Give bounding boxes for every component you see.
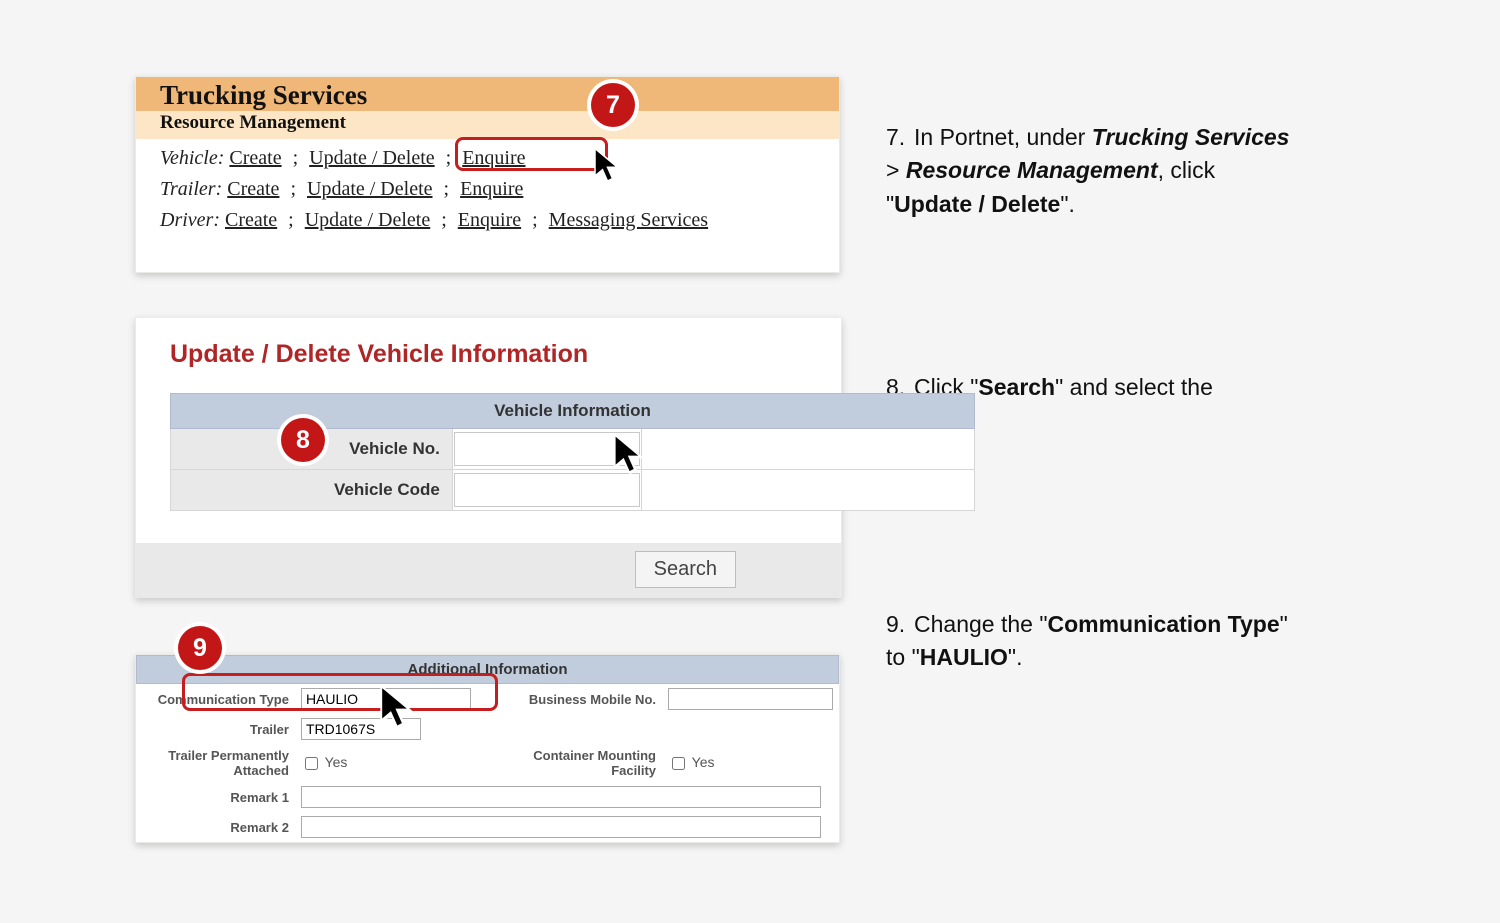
input-vehicle-code[interactable] [454,473,640,507]
checkbox-cmf[interactable] [672,757,685,770]
panel-additional-info: Additional Information Communication Typ… [135,654,840,843]
link-vehicle-create[interactable]: Create [229,147,281,169]
label-yes-2: Yes [692,754,715,770]
link-driver-enquire[interactable]: Enquire [458,209,521,231]
label-comm-type: Communication Type [136,684,295,714]
panel1-subtitle: Resource Management [160,111,815,136]
label-trailer: Trailer [136,714,295,744]
link-trailer-enquire[interactable]: Enquire [460,178,523,200]
row-label-vehicle: Vehicle: [160,147,229,169]
link-driver-messaging-services[interactable]: Messaging Services [549,209,708,231]
label-tpa: Trailer Permanently Attached [136,744,295,782]
panel-trucking-services: Trucking Services Resource Management Ve… [135,76,840,273]
link-driver-update-delete[interactable]: Update / Delete [305,209,431,231]
panel3-band: Additional Information [136,655,839,684]
panel2-title: Update / Delete Vehicle Information [136,318,841,393]
label-cmf: Container Mounting Facility [482,744,662,782]
link-vehicle-enquire[interactable]: Enquire [462,147,525,169]
input-remark1[interactable] [301,786,821,808]
link-trailer-update-delete[interactable]: Update / Delete [307,178,433,200]
row-label-driver: Driver: [160,209,225,231]
cursor-icon [609,432,655,478]
link-driver-create[interactable]: Create [225,209,277,231]
input-biz-mobile[interactable] [668,688,833,710]
step-badge-7: 7 [591,83,635,127]
panel-update-delete-vehicle: Update / Delete Vehicle Information Vehi… [135,317,842,598]
checkbox-tpa[interactable] [305,757,318,770]
step-7-desc: 7.In Portnet, under Trucking Services > … [886,121,1296,221]
label-yes-1: Yes [325,754,348,770]
cursor-icon [590,146,630,186]
link-vehicle-update-delete[interactable]: Update / Delete [309,147,435,169]
label-remark1: Remark 1 [136,782,295,812]
step-badge-8: 8 [281,418,325,462]
link-trailer-create[interactable]: Create [227,178,279,200]
label-vehicle-code: Vehicle Code [171,470,453,511]
label-biz-mobile: Business Mobile No. [482,684,662,714]
label-remark2: Remark 2 [136,812,295,842]
step-badge-9: 9 [178,626,222,670]
step-9-desc: 9.Change the "Communication Type" to "HA… [886,608,1296,675]
row-label-trailer: Trailer: [160,178,227,200]
panel1-title: Trucking Services [160,79,815,111]
input-remark2[interactable] [301,816,821,838]
cursor-icon [375,683,425,733]
search-button[interactable]: Search [635,551,736,588]
